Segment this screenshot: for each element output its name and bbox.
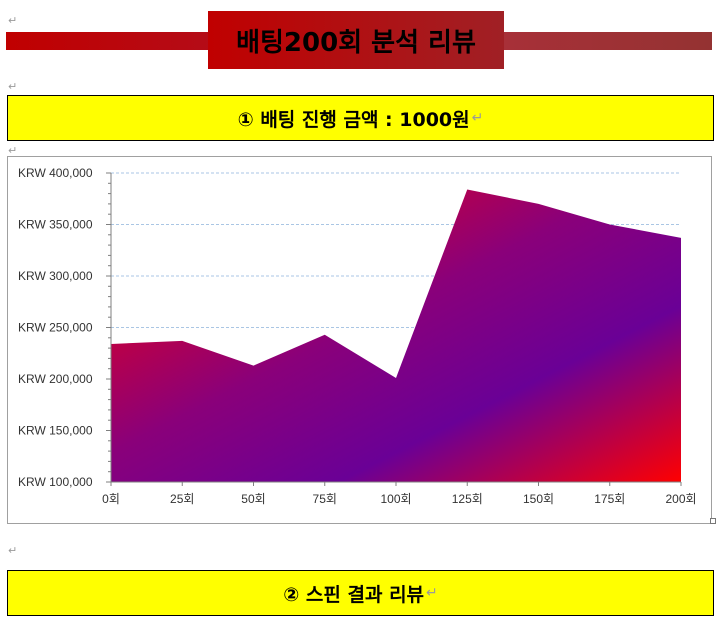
paragraph-mark: ↵: [8, 544, 18, 557]
page-title: 배팅200회 분석 리뷰: [208, 11, 504, 69]
y-tick-label: KRW 150,000: [18, 424, 93, 438]
y-tick-label: KRW 250,000: [18, 321, 93, 335]
y-tick-label: KRW 300,000: [18, 269, 93, 283]
paragraph-mark: ↵: [426, 585, 438, 601]
paragraph-mark: ↵: [8, 80, 18, 93]
x-tick-label: 125회: [452, 492, 483, 506]
area-series: [111, 189, 681, 483]
paragraph-mark: ↵: [8, 14, 18, 27]
x-tick-label: 175회: [594, 492, 625, 506]
chart-frame[interactable]: KRW 100,000 KRW 150,000 KRW 200,000 KRW 250…: [7, 156, 712, 524]
x-tick-label: 25회: [170, 492, 194, 506]
x-tick-label: 75회: [313, 492, 337, 506]
section-heading-spin-review: ② 스핀 결과 리뷰 ↵: [7, 570, 714, 616]
y-tick-label: KRW 400,000: [18, 166, 93, 180]
resize-handle[interactable]: [710, 518, 716, 524]
y-tick-label: KRW 200,000: [18, 372, 93, 386]
x-tick-label: 150회: [523, 492, 554, 506]
area-chart: KRW 100,000 KRW 150,000 KRW 200,000 KRW 250…: [18, 166, 697, 506]
section-heading-betting-amount: ① 배팅 진행 금액 : 1000원 ↵: [7, 95, 714, 141]
x-tick-label: 0회: [102, 492, 120, 506]
paragraph-mark: ↵: [8, 144, 18, 157]
x-tick-label: 50회: [241, 492, 265, 506]
section-heading-label: ① 배팅 진행 금액 : 1000원: [237, 108, 470, 131]
section-heading-label: ② 스핀 결과 리뷰: [283, 583, 425, 606]
paragraph-mark: ↵: [471, 110, 484, 126]
x-tick-label: 200회: [665, 492, 696, 506]
y-tick-label: KRW 350,000: [18, 218, 93, 232]
x-tick-label: 100회: [380, 492, 411, 506]
y-tick-label: KRW 100,000: [18, 475, 93, 489]
